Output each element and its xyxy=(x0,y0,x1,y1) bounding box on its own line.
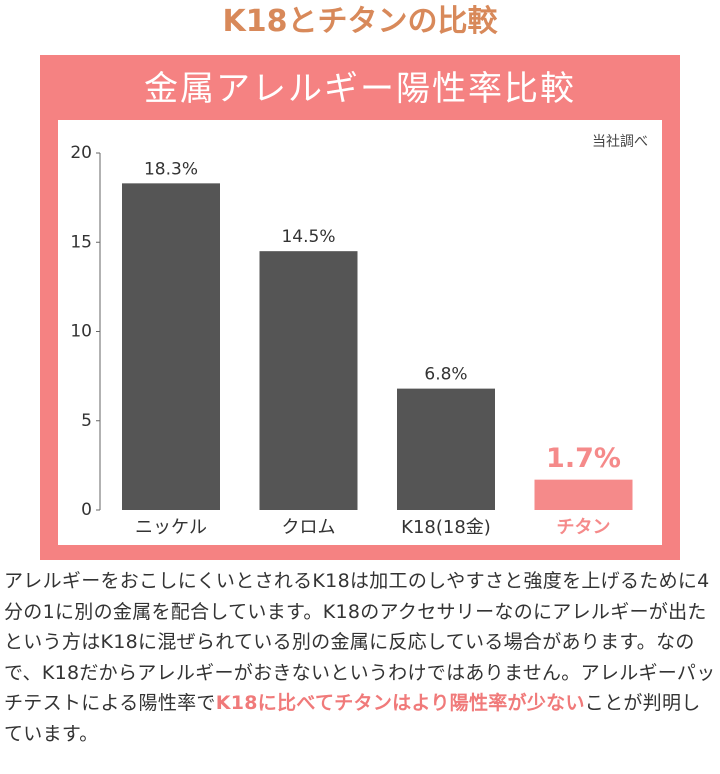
value-label: 1.7% xyxy=(546,443,621,474)
chart-panel: 当社調べ 0 5 10 15 20 18.3% ニッケル 14.5% クロム 6.8% K18(18… xyxy=(58,120,662,545)
chart-title: 金属アレルギー陽性率比較 xyxy=(144,69,576,109)
chart: 当社調べ 0 5 10 15 20 18.3% ニッケル 14.5% クロム 6.8% K18(18… xyxy=(70,134,648,538)
value-label: 18.3% xyxy=(144,159,198,179)
value-label: 14.5% xyxy=(281,227,335,247)
x-tick-label: チタン xyxy=(557,517,611,538)
chart-frame: 金属アレルギー陽性率比較 当社調べ 0 5 10 15 20 18.3% ニッケル 14.5%… xyxy=(40,55,680,560)
source-note: 当社調べ xyxy=(592,134,648,150)
y-tick-label: 0 xyxy=(81,500,92,520)
bar xyxy=(259,251,358,511)
value-label: 6.8% xyxy=(424,365,467,385)
description-ending: ことが判明しています。 xyxy=(4,692,701,745)
description-highlight: K18に比べてチタンはより陽性率が少ない xyxy=(215,692,585,714)
bar xyxy=(122,183,220,510)
bar xyxy=(397,388,495,510)
y-tick-label: 10 xyxy=(70,322,92,342)
y-tick-label: 5 xyxy=(81,411,92,431)
x-tick-label: K18(18金) xyxy=(401,517,491,538)
bar xyxy=(534,479,633,510)
x-tick-label: ニッケル xyxy=(135,517,207,538)
description-text: アレルギーをおこしにくいとされるK18は加工のしやすさと強度を上げるために4分の… xyxy=(4,570,716,714)
page-title: K18とチタンの比較 xyxy=(222,4,498,39)
y-tick-label: 15 xyxy=(70,232,92,252)
y-tick-label: 20 xyxy=(70,143,92,163)
description: アレルギーをおこしにくいとされるK18は加工のしやすさと強度を上げるために4分の… xyxy=(4,566,718,749)
x-tick-label: クロム xyxy=(282,517,336,538)
